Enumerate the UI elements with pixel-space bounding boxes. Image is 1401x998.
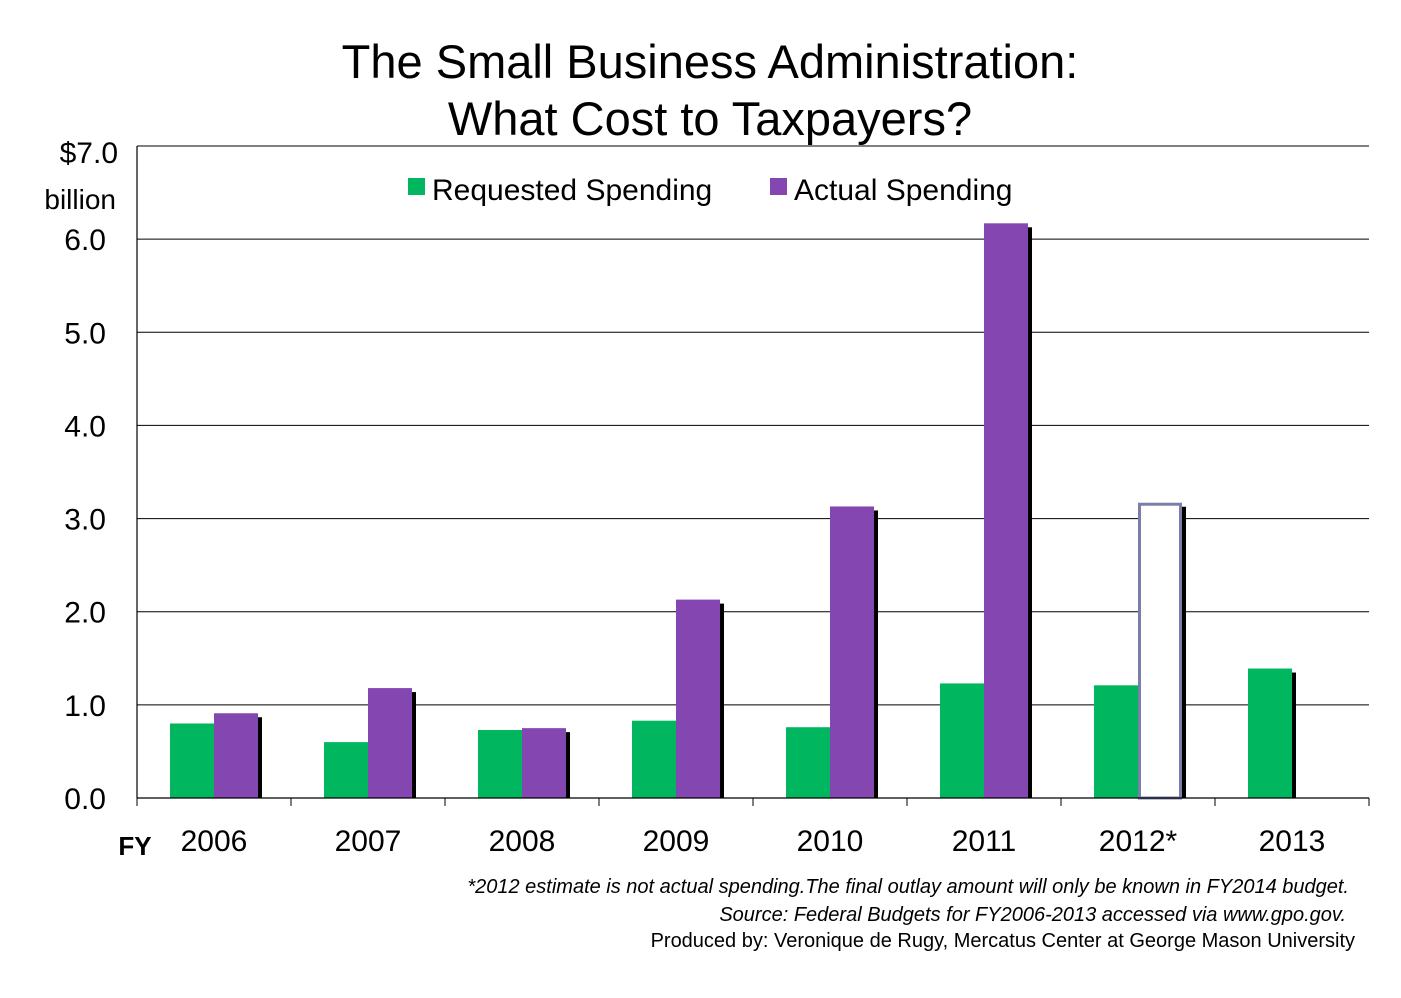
bar-requested-spending-2012 bbox=[1094, 685, 1138, 798]
y-axis-unit-top: $7.0 bbox=[60, 137, 118, 170]
legend-swatch-requested bbox=[408, 178, 425, 195]
bar-actual-spending-2011 bbox=[984, 223, 1028, 798]
x-tick-label: 2012* bbox=[1099, 825, 1178, 858]
x-tick-label: 2013 bbox=[1259, 825, 1326, 858]
x-tick-label: 2006 bbox=[181, 825, 248, 858]
chart-title-line-2: What Cost to Taxpayers? bbox=[448, 92, 972, 145]
x-tick-label: 2011 bbox=[952, 825, 1017, 858]
bar-requested-spending-2006 bbox=[170, 723, 214, 798]
bars bbox=[170, 223, 1296, 800]
footnote-estimate: *2012 estimate is not actual spending.Th… bbox=[467, 876, 1349, 898]
y-tick-label: 0.0 bbox=[64, 783, 106, 816]
x-tick-label: 2007 bbox=[335, 825, 402, 858]
chart-title-line-1: The Small Business Administration: bbox=[342, 35, 1079, 88]
axes bbox=[136, 146, 1370, 806]
x-tick-label: 2008 bbox=[489, 825, 556, 858]
bar-requested-spending-2009 bbox=[632, 720, 676, 798]
bar-actual-spending-2008 bbox=[522, 728, 566, 798]
bar-actual-spending-2006 bbox=[214, 713, 258, 798]
bar-requested-spending-2011 bbox=[940, 683, 984, 798]
y-axis-unit-label: billion bbox=[44, 184, 116, 215]
bar-requested-spending-2010 bbox=[786, 727, 830, 798]
y-tick-label: 6.0 bbox=[64, 224, 106, 257]
y-tick-label: 1.0 bbox=[64, 690, 106, 723]
footnote-source: Source: Federal Budgets for FY2006-2013 … bbox=[719, 904, 1346, 926]
bar-actual-spending-2009 bbox=[676, 599, 720, 798]
bar-requested-spending-2013 bbox=[1248, 668, 1292, 798]
bar-requested-spending-2008 bbox=[478, 730, 522, 798]
legend-label-requested: Requested Spending bbox=[432, 174, 712, 207]
gridlines bbox=[137, 145, 1369, 706]
legend-label-actual: Actual Spending bbox=[794, 174, 1013, 207]
legend: Requested Spending Actual Spending bbox=[408, 174, 1013, 207]
x-tick-label: 2009 bbox=[643, 825, 710, 858]
y-tick-label: 5.0 bbox=[64, 317, 106, 350]
y-tick-labels: 0.0 1.0 2.0 3.0 4.0 5.0 6.0 bbox=[64, 224, 106, 816]
bar-requested-spending-2007 bbox=[324, 742, 368, 798]
bar-actual-spending-2010 bbox=[830, 506, 874, 798]
legend-swatch-actual bbox=[770, 178, 787, 195]
y-tick-label: 3.0 bbox=[64, 504, 106, 537]
bar-actual-spending-estimate-2012 bbox=[1138, 502, 1182, 800]
bar-actual-spending-2007 bbox=[368, 688, 412, 798]
credit-line: Produced by: Veronique de Rugy, Mercatus… bbox=[651, 930, 1355, 952]
y-tick-label: 2.0 bbox=[64, 597, 106, 630]
x-tick-label: 2010 bbox=[797, 825, 864, 858]
x-tick-labels: 2006 2007 2008 2009 2010 2011 2012* 2013 bbox=[181, 825, 1326, 858]
x-axis-prefix: FY bbox=[118, 831, 151, 861]
y-tick-label: 4.0 bbox=[64, 410, 106, 443]
